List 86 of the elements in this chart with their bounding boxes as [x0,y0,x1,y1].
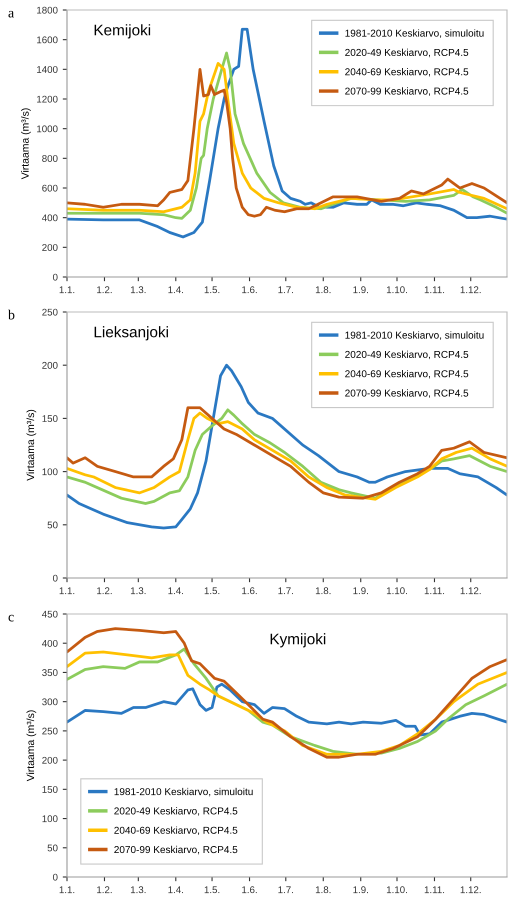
x-tick-label: 1.12. [460,286,481,294]
y-tick-label: 400 [42,214,58,222]
line-series [67,364,507,530]
y-tick-label: 600 [42,184,58,192]
x-tick-label: 1.6. [242,886,257,894]
x-tick-label: 1.10. [386,587,407,594]
y-axis-title: Virtaama (m³/s) [21,108,31,180]
x-tick-label: 1.3. [130,286,146,294]
y-tick-label: 800 [42,155,58,162]
y-tick-label: 0 [52,874,58,881]
x-tick-label: 1.3. [130,587,146,594]
legend-label: 2070-99 Keskiarvo, RCP4.5 [345,389,468,398]
y-tick-label: 200 [42,362,58,369]
x-tick-label: 1.9. [353,286,368,294]
x-tick-label: 1.10. [386,886,407,894]
y-tick-label: 100 [42,468,58,476]
x-tick-label: 1.10. [386,286,407,294]
y-tick-label: 1400 [37,66,58,73]
x-tick-label: 1.6. [242,587,257,594]
line-series [67,627,507,759]
x-tick-label: 1.8. [316,886,330,894]
y-tick-label: 1000 [37,125,58,132]
x-tick-label: 1.5. [204,286,220,294]
y-axis-title: Virtaama (m³/s) [26,410,36,481]
y-tick-label: 0 [52,274,58,281]
annotation: Kemijoki [94,24,150,38]
legend-label: 2040-69 Keskiarvo, RCP4.5 [345,68,468,77]
line-series [67,682,507,736]
x-tick-label: 1.1. [60,286,74,294]
y-tick-label: 200 [42,756,58,764]
x-tick-label: 1.11. [424,286,444,294]
legend-label: 2070-99 Keskiarvo, RCP4.5 [345,87,468,96]
x-tick-label: 1.5. [204,587,220,594]
y-tick-label: 1800 [37,6,58,14]
legend-label: 2020-49 Keskiarvo, RCP4.5 [114,807,238,816]
y-tick-label: 100 [42,815,58,822]
x-tick-label: 1.9. [353,587,368,594]
x-tick-label: 1.11. [424,587,444,594]
y-tick-label: 1600 [37,36,58,44]
y-tick-label: 400 [42,640,58,647]
x-tick-label: 1.4. [168,286,184,294]
chart-title: a [8,10,14,18]
x-tick-label: 1.3. [130,886,146,894]
y-tick-label: 350 [42,669,58,676]
x-tick-label: 1.2. [97,587,112,594]
legend-label: 2020-49 Keskiarvo, RCP4.5 [345,350,468,360]
x-tick-label: 1.9. [353,886,368,894]
x-tick-label: 1.4. [168,587,184,594]
x-tick-label: 1.1. [60,886,74,894]
x-tick-label: 1.12. [460,886,481,894]
x-tick-label: 1.2. [97,886,112,894]
x-tick-label: 1.7. [278,587,294,594]
y-tick-label: 250 [42,308,58,316]
x-tick-label: 1.12. [460,587,481,594]
y-tick-label: 1200 [37,96,58,103]
y-tick-label: 150 [42,786,58,793]
legend-label: 1981-2010 Keskiarvo, simuloitu [114,788,253,796]
x-tick-label: 1.6. [242,286,257,294]
y-tick-label: 50 [48,522,58,528]
y-tick-label: 250 [42,728,58,735]
legend-label: 1981-2010 Keskiarvo, simuloitu [345,29,484,38]
y-axis-title: Virtaama (m³/s) [26,710,36,782]
y-tick-label: 200 [42,244,58,251]
x-tick-label: 1.5. [204,886,220,894]
x-tick-label: 1.8. [316,286,330,294]
x-tick-label: 1.7. [278,886,294,894]
y-tick-label: 300 [42,698,58,706]
x-tick-label: 1.8. [316,587,330,594]
legend-label: 2040-69 Keskiarvo, RCP4.5 [114,826,238,835]
y-tick-label: 150 [42,415,58,422]
y-tick-label: 450 [42,610,58,618]
legend-label: 1981-2010 Keskiarvo, simuloitu [345,331,484,340]
legend-label: 2070-99 Keskiarvo, RCP4.5 [114,846,238,854]
legend-label: 2020-49 Keskiarvo, RCP4.5 [345,48,468,58]
chart-title: b [8,310,14,320]
x-tick-label: 1.4. [168,886,184,894]
x-tick-label: 1.11. [424,886,444,894]
x-tick-label: 1.7. [278,286,294,294]
annotation: Kymijoki [270,633,326,648]
y-tick-label: 50 [48,844,58,852]
legend-label: 2040-69 Keskiarvo, RCP4.5 [345,370,468,378]
chart-title: c [8,614,14,622]
y-tick-label: 0 [52,574,58,582]
annotation: Lieksanjoki [94,326,168,340]
x-tick-label: 1.2. [97,286,112,294]
x-tick-label: 1.1. [60,587,74,594]
